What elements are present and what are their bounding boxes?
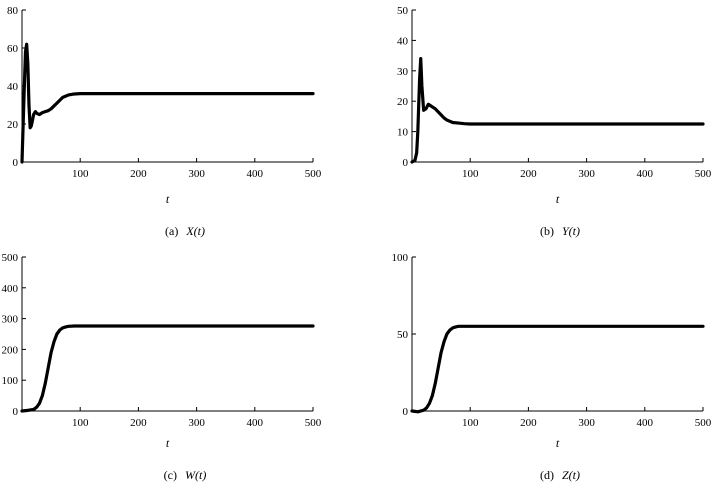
x-tick-label: 200	[520, 417, 537, 429]
x-tick-label: 500	[695, 168, 712, 180]
chart-panel-b: 0 10 20 30 40 50 100 200 300 400 500 t (b) Y(t)	[397, 5, 712, 238]
y-tick-label: 40	[397, 35, 409, 47]
axis-frame	[21, 257, 313, 412]
caption-prefix: (c)	[164, 468, 177, 482]
y-tick-label: 200	[2, 344, 19, 356]
x-tick-label: 400	[637, 168, 654, 180]
x-tick-label: 500	[305, 417, 322, 429]
y-tick-label: 10	[397, 127, 409, 139]
x-tick-label: 100	[72, 168, 89, 180]
x-tick-label: 300	[578, 417, 595, 429]
panel-caption: (b) Y(t)	[540, 224, 580, 238]
axis-frame	[411, 257, 703, 412]
x-tick-label: 300	[188, 168, 205, 180]
y-tick-label: 300	[2, 314, 19, 326]
caption-expression: W(t)	[185, 468, 206, 482]
y-tick-label: 30	[397, 66, 409, 78]
y-tick-label: 80	[7, 5, 19, 17]
x-tick-label: 200	[130, 417, 147, 429]
series-line	[20, 324, 315, 413]
x-tick-label: 300	[578, 168, 595, 180]
y-tick-label: 0	[403, 157, 409, 169]
y-tick-label: 20	[7, 119, 19, 131]
x-tick-label: 400	[637, 417, 654, 429]
x-tick-label: 400	[247, 168, 264, 180]
y-tick-label: 50	[397, 5, 409, 17]
series-line	[410, 324, 705, 414]
x-tick-label: 100	[72, 417, 89, 429]
chart-panel-a: 0 20 40 60 80 100 200 300 400 500 t (a) X(t)	[7, 5, 322, 238]
x-tick-label: 500	[695, 417, 712, 429]
y-tick-label: 40	[7, 81, 19, 93]
caption-prefix: (b)	[540, 224, 554, 238]
x-tick-label: 200	[520, 168, 537, 180]
caption-expression: X(t)	[185, 224, 205, 238]
x-tick-label: 400	[247, 417, 264, 429]
chart-panel-c: 0 100 200 300 400 500 100 200 300 400 500 t (c) W(t)	[2, 252, 322, 482]
y-tick-label: 60	[7, 43, 19, 55]
x-axis-title: t	[166, 436, 170, 450]
caption-prefix: (d)	[540, 468, 554, 482]
caption-expression: Z(t)	[562, 468, 580, 482]
y-tick-label: 20	[397, 96, 409, 108]
x-tick-label: 500	[305, 168, 322, 180]
y-tick-label: 400	[2, 283, 19, 295]
series-line	[20, 42, 315, 164]
y-tick-label: 50	[397, 329, 409, 341]
axis-frame	[411, 10, 703, 163]
axis-frame	[21, 10, 313, 163]
panel-caption: (a) X(t)	[165, 224, 205, 238]
y-tick-label: 0	[403, 406, 409, 418]
x-tick-label: 300	[188, 417, 205, 429]
x-tick-label: 200	[130, 168, 147, 180]
y-tick-label: 100	[2, 375, 19, 387]
y-tick-label: 0	[13, 157, 19, 169]
x-tick-label: 100	[462, 168, 479, 180]
caption-prefix: (a)	[165, 224, 178, 238]
caption-expression: Y(t)	[562, 224, 580, 238]
series-line	[410, 57, 705, 164]
x-axis-title: t	[556, 436, 560, 450]
y-tick-label: 500	[2, 252, 19, 264]
x-axis-title: t	[166, 192, 170, 206]
x-axis-title: t	[556, 192, 560, 206]
panel-caption: (c) W(t)	[164, 468, 207, 482]
y-tick-label: 100	[392, 252, 409, 264]
x-tick-label: 100	[462, 417, 479, 429]
chart-panel-d: 0 50 100 100 200 300 400 500 t (d) Z(t)	[392, 252, 712, 482]
panel-caption: (d) Z(t)	[540, 468, 580, 482]
y-tick-label: 0	[13, 406, 19, 418]
